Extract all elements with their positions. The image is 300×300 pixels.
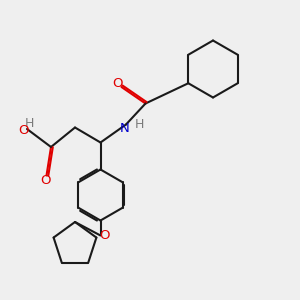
Text: O: O: [41, 174, 51, 187]
Text: H: H: [24, 117, 34, 130]
Text: H: H: [135, 118, 144, 131]
Text: O: O: [112, 76, 123, 90]
Text: N: N: [120, 122, 129, 135]
Text: O: O: [100, 229, 110, 242]
Text: O: O: [18, 124, 28, 137]
